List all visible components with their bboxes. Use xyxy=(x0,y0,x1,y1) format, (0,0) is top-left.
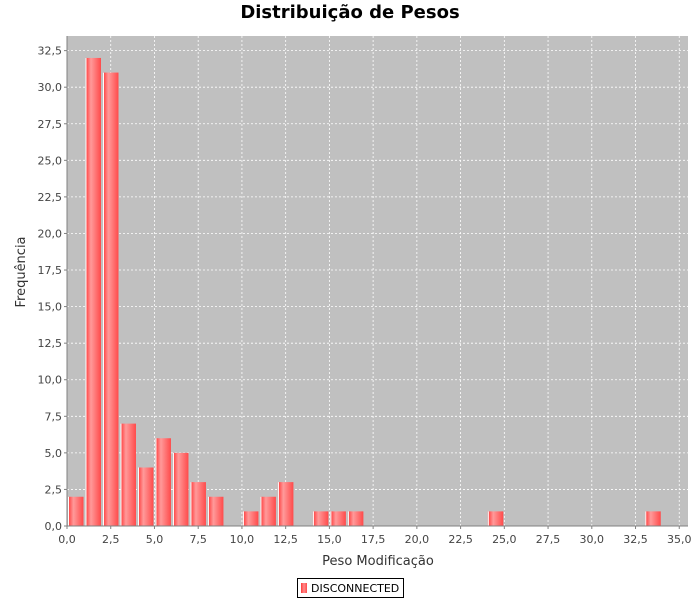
x-tick-label: 32,5 xyxy=(623,533,648,546)
x-tick-label: 0,0 xyxy=(58,533,76,546)
chart-title: Distribuição de Pesos xyxy=(240,2,460,23)
legend-swatch xyxy=(301,583,307,593)
bar xyxy=(242,511,259,526)
bar xyxy=(172,452,189,526)
y-tick-label: 20,0 xyxy=(38,227,63,240)
x-tick-label: 15,0 xyxy=(317,533,342,546)
y-tick-label: 15,0 xyxy=(38,301,63,314)
bar xyxy=(277,482,294,526)
x-tick-label: 27,5 xyxy=(536,533,561,546)
bar xyxy=(487,511,504,526)
bar xyxy=(68,496,84,526)
x-tick-label: 7,5 xyxy=(189,533,207,546)
x-tick-label: 5,0 xyxy=(146,533,164,546)
x-tick-label: 20,0 xyxy=(405,533,430,546)
y-tick-label: 7,5 xyxy=(45,410,63,423)
y-tick-label: 2,5 xyxy=(45,483,63,496)
y-tick-label: 5,0 xyxy=(45,447,63,460)
bar xyxy=(347,511,364,526)
y-tick-label: 0,0 xyxy=(45,520,63,533)
y-tick-label: 27,5 xyxy=(38,118,63,131)
x-tick-label: 10,0 xyxy=(230,533,255,546)
y-axis-label: Frequência xyxy=(14,236,29,307)
y-tick-label: 10,0 xyxy=(38,374,63,387)
x-tick-label: 30,0 xyxy=(580,533,605,546)
x-tick-label: 22,5 xyxy=(448,533,473,546)
bar xyxy=(330,511,346,526)
y-tick-label: 32,5 xyxy=(38,45,63,58)
bar xyxy=(85,57,101,526)
y-tick-label: 17,5 xyxy=(38,264,63,277)
bar xyxy=(260,496,276,526)
y-tick-label: 30,0 xyxy=(38,81,63,94)
x-tick-label: 35,0 xyxy=(667,533,692,546)
x-tick-label: 12,5 xyxy=(273,533,298,546)
bar xyxy=(190,482,206,526)
y-tick-label: 25,0 xyxy=(38,154,63,167)
legend-label: DISCONNECTED xyxy=(311,581,400,595)
bar xyxy=(137,467,154,526)
bar xyxy=(102,72,119,526)
legend: DISCONNECTED xyxy=(297,578,405,598)
bar xyxy=(155,438,171,526)
x-tick-label: 2,5 xyxy=(102,533,120,546)
x-axis-label: Peso Modificação xyxy=(322,554,434,569)
bar xyxy=(120,423,136,526)
y-tick-label: 22,5 xyxy=(38,191,63,204)
plot-area: 0,0 2,5 5,0 7,5 10,0 12,5 15,0 17,5 20,0 22,5 25,0… xyxy=(38,36,692,546)
y-tick-label: 12,5 xyxy=(38,337,63,350)
x-tick-label: 25,0 xyxy=(492,533,517,546)
x-tick-label: 17,5 xyxy=(361,533,386,546)
bar xyxy=(207,496,224,526)
bar xyxy=(312,511,329,526)
bar xyxy=(645,511,661,526)
